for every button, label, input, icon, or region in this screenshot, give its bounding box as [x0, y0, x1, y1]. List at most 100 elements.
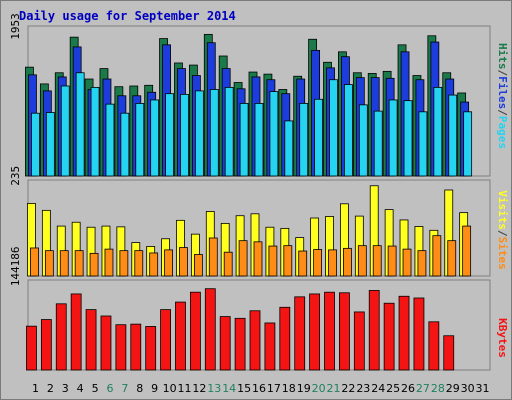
x-tick-label: 10 — [163, 382, 177, 395]
x-tick-label: 29 — [446, 382, 460, 395]
sites-bar — [193, 254, 203, 277]
pages-bar — [194, 90, 204, 177]
sites-bar — [134, 250, 144, 277]
pages-bar — [239, 103, 249, 177]
middle-panel: 235 Visits/Sites — [9, 166, 509, 277]
kbytes-bar — [100, 315, 112, 371]
sites-bar — [223, 251, 233, 277]
kbytes-bar — [160, 309, 171, 371]
pages-bar — [224, 86, 234, 177]
sites-bar — [253, 241, 263, 277]
x-tick-label: 2 — [47, 382, 54, 395]
pages-bar — [75, 72, 85, 177]
x-tick-label: 8 — [136, 382, 143, 395]
x-tick-label: 6 — [106, 382, 113, 395]
kbytes-bar — [70, 293, 82, 371]
kbytes-bar — [130, 323, 142, 371]
kbytes-bar — [443, 335, 455, 371]
sites-bar — [283, 245, 293, 277]
x-tick-label: 9 — [151, 382, 158, 395]
sites-bar — [89, 252, 99, 277]
sites-bar — [402, 248, 412, 277]
x-tick-label: 18 — [282, 382, 296, 395]
middle-legend: Visits/Sites — [496, 190, 509, 270]
sites-bar — [74, 250, 84, 277]
x-tick-label: 1 — [32, 382, 39, 395]
kbytes-bar — [264, 322, 276, 371]
pages-bar — [373, 110, 383, 177]
sites-bar — [179, 247, 188, 277]
x-tick-label: 11 — [177, 382, 191, 395]
kbytes-bar — [26, 325, 37, 371]
pages-bar — [31, 112, 40, 177]
pages-bar — [269, 91, 279, 177]
sites-bar — [104, 248, 114, 277]
legend-entry: Files — [496, 76, 509, 109]
x-tick-label: 30 — [461, 382, 475, 395]
legend-entry: Sites — [496, 237, 509, 270]
chart-title: Daily usage for September 2014 — [19, 9, 236, 23]
kbytes-bar — [40, 319, 52, 371]
kbytes-bar — [368, 290, 380, 371]
sites-bar — [343, 247, 352, 277]
pages-bar — [254, 103, 264, 177]
legend-entry: / — [496, 230, 509, 237]
pages-bar — [448, 94, 458, 177]
x-tick-label: 7 — [121, 382, 128, 395]
legend-entry: / — [496, 70, 509, 77]
kbytes-bar — [249, 310, 261, 371]
legend-entry: Hits — [496, 43, 509, 70]
x-tick-label: 26 — [401, 382, 415, 395]
x-tick-label: 22 — [341, 382, 355, 395]
x-axis-labels: 1 2 3 4 5 6 7 8 9 10 11 12 13 14 15 16 17 18 19 20 21 22 23 24 2… — [32, 382, 490, 395]
kbytes-bar — [115, 324, 127, 371]
pages-bar — [45, 112, 55, 177]
kbytes-axis-tick-max: 144186 — [9, 247, 22, 287]
sites-bar — [119, 250, 129, 277]
sites-bar — [149, 252, 159, 277]
x-tick-label: 24 — [371, 382, 385, 395]
x-tick-label: 23 — [356, 382, 370, 395]
pages-bar — [433, 86, 443, 177]
top-legend: Hits/Files/Pages — [496, 43, 509, 149]
kbytes-bar — [85, 309, 97, 371]
legend-entry: Pages — [496, 116, 509, 149]
sites-bar — [238, 240, 248, 277]
x-tick-label: 15 — [237, 382, 251, 395]
kbytes-bar — [294, 296, 306, 371]
pages-bar — [135, 103, 145, 177]
legend-entry: / — [496, 109, 509, 116]
sites-bar — [44, 250, 54, 277]
kbytes-bar — [189, 291, 201, 371]
pages-bar — [314, 98, 324, 177]
pages-bar — [165, 93, 174, 177]
kbytes-bar — [383, 302, 395, 371]
x-tick-label: 5 — [92, 382, 99, 395]
kbytes-bar — [55, 303, 67, 371]
kbytes-bar — [324, 291, 335, 371]
visits-axis-tick-max: 235 — [9, 166, 22, 186]
x-tick-label: 12 — [192, 382, 206, 395]
sites-bar — [313, 249, 323, 277]
kbytes-bar — [145, 326, 157, 371]
bottom-panel: 144186 KBytes — [9, 247, 509, 371]
legend-entry: KBytes — [496, 318, 509, 358]
kbytes-bar — [175, 301, 186, 371]
sites-bar — [462, 225, 472, 277]
pages-bar — [120, 112, 130, 177]
sites-bar — [164, 249, 173, 277]
x-tick-label: 25 — [386, 382, 400, 395]
sites-bar — [268, 245, 278, 277]
pages-bar — [90, 86, 100, 177]
pages-bar — [180, 93, 189, 177]
kbytes-bar — [219, 316, 231, 371]
x-tick-label: 16 — [252, 382, 266, 395]
sites-bar — [372, 245, 382, 277]
bottom-legend: KBytes — [496, 318, 509, 358]
pages-bar — [463, 111, 473, 177]
x-tick-label: 19 — [297, 382, 311, 395]
kbytes-bar — [279, 306, 291, 371]
pages-bar — [60, 85, 70, 177]
